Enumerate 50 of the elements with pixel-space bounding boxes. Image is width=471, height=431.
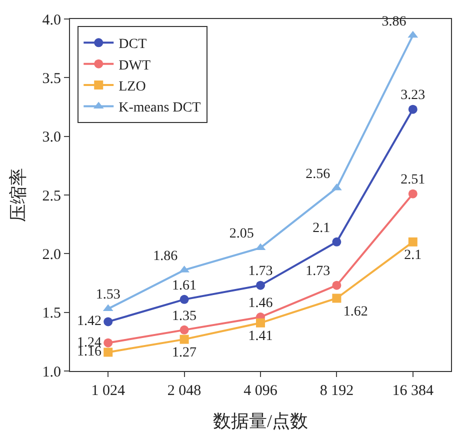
x-tick-label: 16 384 [392, 383, 434, 399]
data-label: 1.46 [248, 296, 273, 311]
data-label: 2.1 [312, 220, 330, 236]
point [104, 338, 113, 348]
point [256, 318, 265, 328]
y-tick-label: 2.0 [42, 246, 61, 263]
data-label: 2.56 [306, 166, 330, 182]
data-label: 3.23 [400, 88, 426, 104]
data-label: 2.1 [404, 248, 422, 264]
data-label: 2.51 [400, 172, 426, 188]
data-label: 1.73 [306, 264, 330, 280]
data-label: 1.27 [172, 345, 197, 360]
y-tick-label: 3.5 [42, 70, 61, 87]
y-tick-label: 3.0 [42, 130, 61, 146]
point [332, 294, 342, 303]
x-tick-label: 1 024 [91, 383, 126, 399]
point [180, 334, 189, 344]
point [256, 280, 265, 290]
data-label: 1.53 [96, 288, 120, 303]
point [180, 325, 189, 334]
data-label: 1.35 [172, 308, 197, 324]
point [332, 280, 342, 290]
data-label: 1.73 [248, 264, 273, 280]
point [332, 237, 342, 246]
x-tick-label: 2 048 [167, 383, 202, 399]
x-tick-label: 8 192 [320, 383, 354, 399]
legend-label: LZO [118, 80, 146, 94]
point [332, 183, 342, 190]
y-tick-label: 1.5 [42, 306, 61, 322]
point [180, 294, 189, 304]
data-label: 1.42 [76, 314, 102, 330]
legend-label: K-means DCT [118, 100, 202, 116]
x-tick-label: 4 096 [244, 383, 278, 399]
y-tick-label: 4.0 [42, 12, 61, 28]
legend-label: DWT [118, 58, 151, 74]
data-label: 1.41 [248, 329, 273, 344]
point [408, 237, 418, 246]
y-axis-title: 压缩率 [8, 168, 28, 222]
data-label: 2.05 [229, 226, 254, 242]
data-label: 1.62 [343, 304, 368, 320]
x-axis-title: 数据量/点数 [212, 411, 308, 431]
point [408, 189, 418, 198]
legend-label: DCT [118, 37, 148, 52]
point [104, 317, 113, 326]
y-tick-label: 1.0 [42, 364, 61, 380]
data-label: 1.86 [153, 248, 178, 264]
data-label: 1.61 [172, 278, 197, 294]
y-tick-label: 2.5 [42, 188, 61, 204]
point [104, 348, 113, 357]
point [408, 104, 418, 114]
